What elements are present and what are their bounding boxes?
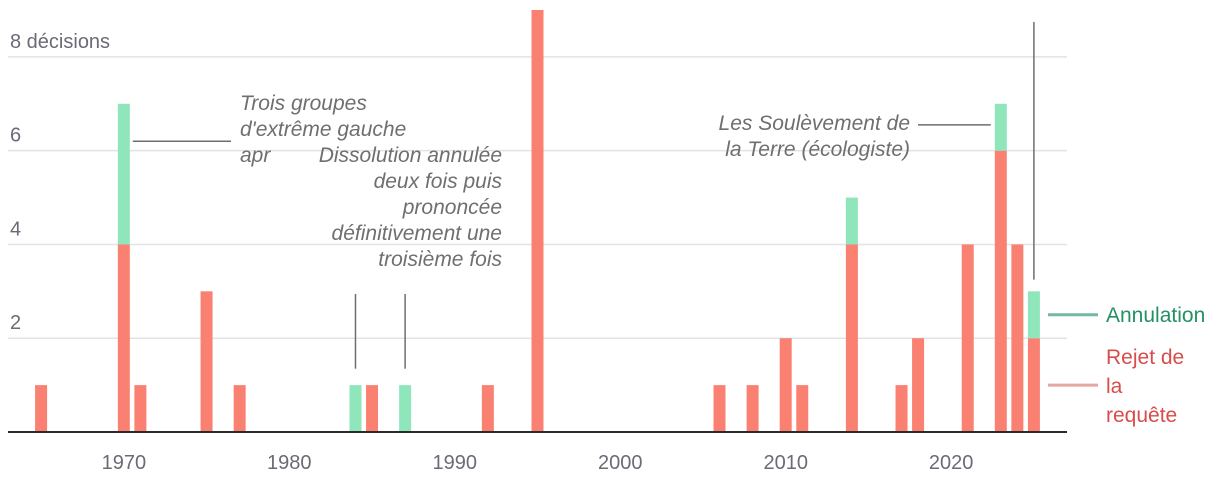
annotation-1-line-0: Dissolution annulée (319, 144, 502, 167)
bar-annulation-1984 (349, 385, 362, 432)
x-tick-label-1970: 1970 (102, 452, 147, 474)
annotation-1-line-2: prononcée (402, 196, 502, 219)
annotation-1-line-3: définitivement une (332, 222, 502, 245)
x-tick-label-2000: 2000 (598, 452, 643, 474)
legend-label-annulation-0: Annulation (1106, 304, 1205, 327)
legend: Annulation Rejet de la requête (1048, 304, 1205, 427)
bar-annulation-1970 (117, 103, 130, 245)
bar-rejet-1992 (481, 385, 494, 432)
bar-annulation-1987 (399, 385, 412, 432)
x-tick-label-1980: 1980 (267, 452, 312, 474)
bar-rejet-1985 (366, 385, 379, 432)
x-axis-ticks: 1970 1980 1990 2000 2010 2020 (102, 452, 974, 474)
legend-label-rejet-0: Rejet de (1106, 346, 1184, 369)
bar-rejet-2024 (1011, 244, 1024, 432)
x-tick-label-1990: 1990 (433, 452, 478, 474)
x-tick-label-2010: 2010 (763, 452, 808, 474)
legend-label-rejet-1: la (1106, 375, 1123, 398)
bar-rejet-1975 (200, 291, 213, 432)
bar-rejet-2014 (845, 244, 858, 432)
y-tick-label-4: 4 (10, 218, 21, 240)
y-tick-label-2: 2 (10, 312, 21, 334)
bar-annulation-2023 (994, 103, 1007, 151)
bar-rejet-2018 (912, 338, 925, 432)
bar-rejet-1971 (134, 385, 147, 432)
bar-rejet-2008 (746, 385, 759, 432)
x-tick-label-2020: 2020 (929, 452, 974, 474)
bar-rejet-1977 (233, 385, 246, 432)
annotation-0-line-2: apr (240, 144, 271, 167)
bar-rejet-2010 (779, 338, 792, 432)
bar-rejet-1965 (35, 385, 48, 432)
y-tick-label-8: 8 décisions (10, 31, 110, 53)
y-tick-label-6: 6 (10, 125, 21, 147)
bar-rejet-2006 (713, 385, 726, 432)
bar-rejet-1970 (117, 244, 130, 432)
annotation-2-line-1: la Terre (écologiste) (725, 138, 910, 161)
y-axis-ticks: 2 4 6 8 décisions (10, 31, 110, 334)
annotation-1-line-1: deux fois puis (374, 170, 503, 193)
bar-rejet-2023 (994, 150, 1007, 432)
bar-annulation-2025 (1027, 291, 1040, 339)
annotation-0-line-1: d'extrême gauche (240, 118, 406, 141)
annotation-2-line-0: Les Soulèvement de (719, 112, 910, 135)
bar-rejet-2017 (895, 385, 908, 432)
bar-rejet-1995 (531, 10, 544, 432)
annotation-1-line-4: troisième fois (378, 248, 502, 271)
bar-annulation-2014 (845, 197, 858, 245)
bar-rejet-2011 (796, 385, 809, 432)
annotations: Trois groupes d'extrême gauche apr Dissolut… (132, 22, 1035, 369)
legend-label-rejet-2: requête (1106, 404, 1177, 427)
annotation-0-line-0: Trois groupes (240, 92, 367, 115)
bar-rejet-2025 (1027, 338, 1040, 432)
bars (35, 10, 1040, 432)
bar-rejet-2021 (961, 244, 974, 432)
